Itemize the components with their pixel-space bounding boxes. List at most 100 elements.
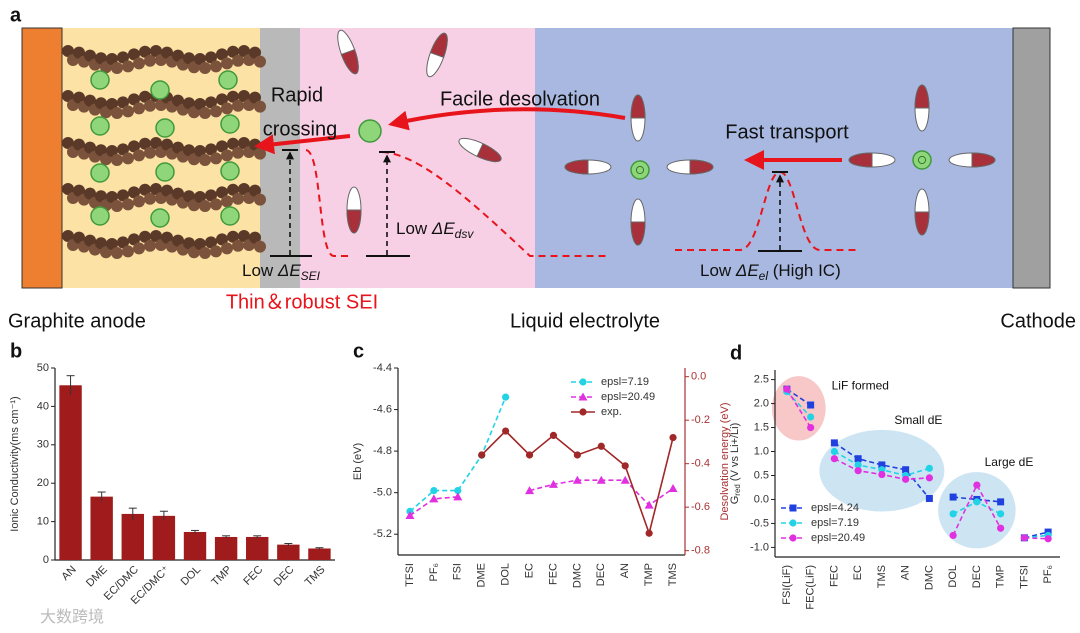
graphite-atom [221, 242, 233, 255]
graphite-atom [249, 91, 261, 104]
x-tick-label: DME [476, 563, 488, 587]
graphite-atom [111, 61, 123, 74]
graphite [62, 45, 266, 259]
graphite-atom [133, 149, 145, 162]
graphite-atom [183, 144, 195, 157]
graphite-atom [62, 230, 74, 243]
graphite-atom [95, 144, 107, 157]
y2-tick-label: -0.8 [691, 545, 710, 557]
li-ion [90, 116, 110, 136]
graphite-atom [106, 52, 118, 65]
y2-tick-label: -0.2 [691, 414, 710, 426]
graphite-atom [95, 97, 107, 110]
text: ΔE [431, 219, 455, 238]
panel-label: c [353, 340, 364, 362]
legend-label: epsl=7.19 [601, 376, 649, 388]
li-ion [150, 80, 170, 100]
graphite-atom [238, 137, 250, 150]
y2-tick-label: -0.4 [691, 458, 710, 470]
graphite-atom [183, 97, 195, 110]
li-ion [220, 161, 240, 181]
graphite-atom [205, 96, 217, 109]
chart: d LiF formed Small dE Large dE -1.0 -0.5 0.0 0.… [729, 342, 1060, 610]
marker [878, 470, 886, 479]
y-tick-label: 2.0 [754, 397, 769, 409]
graphite-atom [216, 186, 228, 199]
y-tick-label: -5.2 [373, 528, 392, 540]
solvent-polar-end [346, 209, 362, 234]
y-tick-label: 1.5 [754, 421, 769, 433]
marker [620, 475, 630, 484]
y-axis-label: Ionic Conductivity(ms cm⁻¹) [9, 396, 21, 531]
graphite-atom [122, 152, 134, 165]
marker [997, 498, 1005, 506]
graphite-atom [232, 192, 244, 205]
marker [997, 524, 1005, 532]
graphite-atom [227, 90, 239, 103]
legend-marker [579, 378, 587, 386]
graphite-atom [205, 51, 217, 64]
graphite-atom [150, 45, 162, 58]
marker [502, 427, 510, 435]
x-tick-label: TMS [876, 565, 888, 588]
chart: c -4.4 -4.6 -4.8 -5.0 -5.2 Eb (eV) 0.0 -0.2 -0.4 -… [352, 340, 731, 588]
energy-curve [305, 149, 352, 257]
solvent-polar-end [564, 159, 589, 175]
marker [502, 393, 510, 401]
graphite-atom [139, 230, 151, 243]
legend-label: exp. [601, 406, 622, 418]
graphite-atom [84, 141, 96, 154]
marker [478, 451, 486, 459]
crossing-arrow [254, 134, 351, 155]
graphite-atom [221, 149, 233, 162]
y-axis-label-part: red [733, 484, 742, 496]
marker [1020, 534, 1028, 542]
graphite-atom [210, 105, 222, 118]
graphite-atom [161, 231, 173, 244]
graphite-atom [111, 153, 123, 166]
x-tick-label: TFSI [1018, 565, 1030, 589]
marker [573, 451, 581, 459]
x-tick-label: DOL [947, 565, 959, 588]
series-line [409, 496, 458, 517]
graphite-atom [122, 60, 134, 73]
series-line [529, 479, 674, 507]
li-ion [155, 162, 175, 182]
solvent-polar-end [848, 152, 873, 168]
y-tick-label: 50 [37, 362, 49, 374]
y2-axis-label: Desolvation energy (eV) [719, 402, 731, 520]
solvent-molecule [346, 186, 362, 234]
graphite-atom [210, 245, 222, 258]
solvent-polar-end [630, 94, 646, 119]
graphite-atom [188, 153, 200, 166]
cathode-label: Cathode [1000, 310, 1076, 332]
y-axis-label-part: (V vs Li+/Li) [729, 423, 741, 484]
x-tick-label: AN [900, 565, 912, 580]
graphite-atom [128, 48, 140, 61]
graphite-atom [221, 195, 233, 208]
li-ion [358, 119, 382, 143]
series-line [786, 388, 812, 406]
graphite-atom [150, 137, 162, 150]
marker [430, 486, 438, 495]
text: Low [396, 219, 432, 238]
graphite-atom [84, 49, 96, 62]
watermark: 大数跨境 [40, 607, 104, 626]
graphite-atom [128, 93, 140, 106]
annotation-ellipse [771, 376, 826, 441]
marker [878, 461, 886, 469]
graphite-atom [117, 236, 129, 249]
graphite-atom [117, 96, 129, 109]
graphite-atom [139, 137, 151, 150]
li-ion [220, 114, 240, 134]
graphite-atom [238, 45, 250, 58]
graphite-atom [199, 199, 211, 212]
graphite-atom [133, 242, 145, 255]
graphite-atom [172, 234, 184, 247]
text: SEI [301, 269, 321, 283]
graphite-atom [227, 45, 239, 58]
y-tick-label: 10 [37, 516, 49, 528]
graphite-atom [100, 61, 112, 74]
graphite-atom [150, 230, 162, 243]
